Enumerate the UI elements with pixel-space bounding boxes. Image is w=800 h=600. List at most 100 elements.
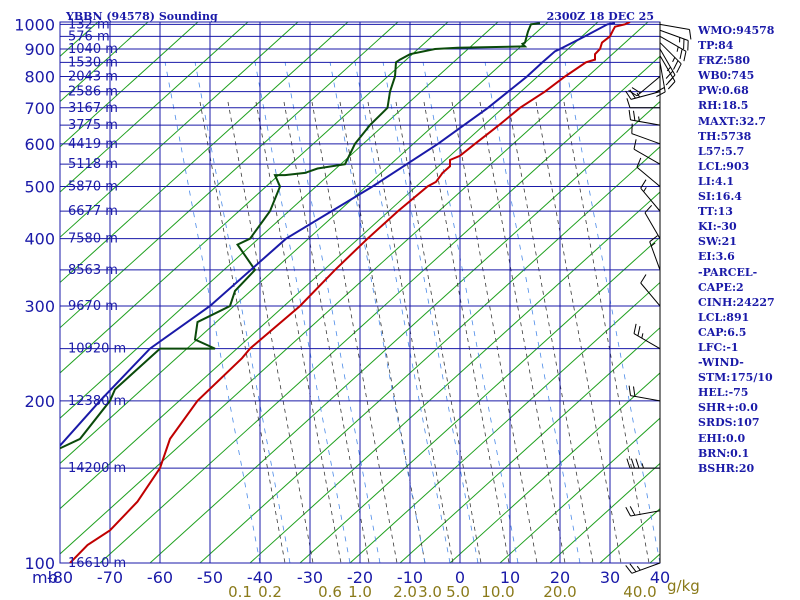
sounding-series	[60, 22, 631, 563]
temperature-series-line	[69, 22, 631, 563]
index-item: SRDS:107	[698, 416, 760, 430]
wind-barb-flag	[628, 385, 631, 396]
height-label: 1530 m	[68, 55, 118, 70]
moist-adiabat-line	[423, 101, 510, 563]
wind-barb-halfflag	[643, 187, 647, 192]
temperature-tick-label: -70	[97, 568, 123, 587]
mixing-ratio-label: 20.0	[543, 583, 576, 600]
wind-barb-flag	[635, 458, 640, 469]
wind-barb-halfflag	[636, 92, 641, 98]
wind-barb-flag	[676, 63, 682, 73]
index-item: TP:84	[698, 39, 734, 53]
wind-barb-staff	[630, 119, 661, 126]
dry-adiabat-line	[60, 22, 249, 193]
height-label: 2043 m	[68, 70, 118, 85]
height-label: 14200 m	[68, 461, 126, 476]
mixing-ratio-line	[354, 61, 451, 563]
pressure-tick-label: 700	[24, 99, 55, 118]
height-label: 7580 m	[68, 232, 118, 247]
temperature-tick-label: -20	[347, 568, 373, 587]
wind-barb-flag	[626, 458, 631, 469]
temperature-tick-label: -60	[147, 568, 173, 587]
pressure-tick-label: 900	[24, 40, 55, 59]
wind-barb-halfflag	[666, 66, 671, 72]
index-item: -WIND-	[698, 356, 744, 370]
wind-barb-flag	[633, 386, 636, 397]
pressure-tick-label: 300	[24, 297, 55, 316]
height-label: 3775 m	[68, 118, 118, 133]
wind-barb-flag	[683, 51, 687, 62]
wind-barb-flag	[633, 139, 637, 150]
mixing-ratio-label: 0.2	[258, 583, 282, 600]
height-label: 9670 m	[68, 299, 118, 314]
mixing-ratio-line	[484, 61, 581, 563]
wind-barb-flag	[667, 81, 676, 90]
wind-barb-flag	[628, 90, 638, 97]
index-item: L57:5.7	[698, 144, 745, 158]
pressure-tick-label: 200	[24, 392, 55, 411]
wind-barb-flag	[625, 565, 633, 574]
temperature-tick-label: 20	[550, 568, 570, 587]
wind-barb-flag	[640, 274, 647, 284]
wind-barb-staff	[659, 29, 689, 41]
wind-barb-flag	[629, 563, 637, 573]
moist-adiabat-line	[227, 101, 314, 563]
wind-barb-flag	[644, 204, 653, 214]
index-item: CINH:24227	[698, 295, 775, 309]
wind-barb-staff	[659, 62, 666, 92]
dry-adiabat-line	[549, 462, 660, 563]
wind-barb-staff	[630, 91, 661, 100]
index-item: MAXT:32.7	[698, 114, 766, 128]
dry-adiabat-line	[60, 22, 199, 148]
index-item: PW:0.68	[698, 84, 749, 98]
temperature-tick-label: 0	[455, 568, 465, 587]
mixing-ratio-lines	[164, 61, 660, 563]
height-label: 2586 m	[68, 85, 118, 100]
mixing-ratio-label: 0.1	[228, 583, 252, 600]
wind-barb-halfflag	[650, 242, 656, 247]
wind-barb-flag	[636, 157, 642, 168]
axis-labels: -80 -70 -60 -50 -40 -30 -20 -10 0 10 20 30 40 100 200 3…	[14, 15, 670, 600]
mixing-ratio-line	[164, 61, 261, 563]
sounding-time: 2300Z 18 DEC 25	[547, 10, 654, 23]
moist-adiabat-line	[479, 101, 566, 563]
mixing-ratio-label: 3.0	[418, 583, 442, 600]
mixing-ratio-label: 0.6	[318, 583, 342, 600]
temperature-tick-label: -10	[397, 568, 423, 587]
wind-barb-staff	[630, 510, 661, 517]
wind-barb-flag	[665, 70, 674, 79]
wind-barb-staff	[640, 282, 661, 307]
height-label: 1040 m	[68, 42, 118, 57]
wind-barb-flag	[637, 325, 641, 337]
height-label: 10920 m	[68, 342, 126, 357]
wind-barb-flag	[640, 179, 647, 189]
index-item: LFC:-1	[698, 340, 739, 354]
mixing-ratio-line	[329, 61, 426, 563]
wind-barb-halfflag	[641, 333, 644, 339]
wind-barb-flag	[629, 506, 636, 516]
height-label: 3167 m	[68, 101, 118, 116]
wind-barb-flag	[655, 87, 665, 93]
wind-barb-flag	[649, 235, 658, 243]
index-item: LI:4.1	[698, 174, 735, 188]
index-item: EHI:0.0	[698, 431, 746, 445]
moist-adiabat-line	[535, 101, 622, 563]
dry-adiabat-line	[60, 22, 349, 284]
index-item: LCL:891	[698, 310, 750, 324]
moist-adiabat-line	[451, 101, 538, 563]
height-label: 5118 m	[68, 157, 118, 172]
stability-indices: WMO:94578 TP:84 FRZ:580 WB0:745 PW:0.68 RH:18…	[698, 23, 775, 476]
height-label: 132 m	[68, 17, 110, 32]
dry-adiabat-line	[399, 327, 660, 563]
pressure-tick-label: 600	[24, 135, 55, 154]
wind-barb-flag	[629, 89, 636, 99]
wind-barb-staff	[644, 212, 661, 239]
wind-barb-staff	[640, 187, 661, 212]
index-item: FRZ:580	[698, 54, 751, 68]
dewpoint-series-line	[60, 22, 541, 450]
mixing-ratio-line	[564, 61, 660, 563]
wind-barb-staff	[630, 395, 661, 402]
index-item: TT:13	[698, 205, 733, 219]
dry-adiabat-line	[449, 372, 660, 563]
